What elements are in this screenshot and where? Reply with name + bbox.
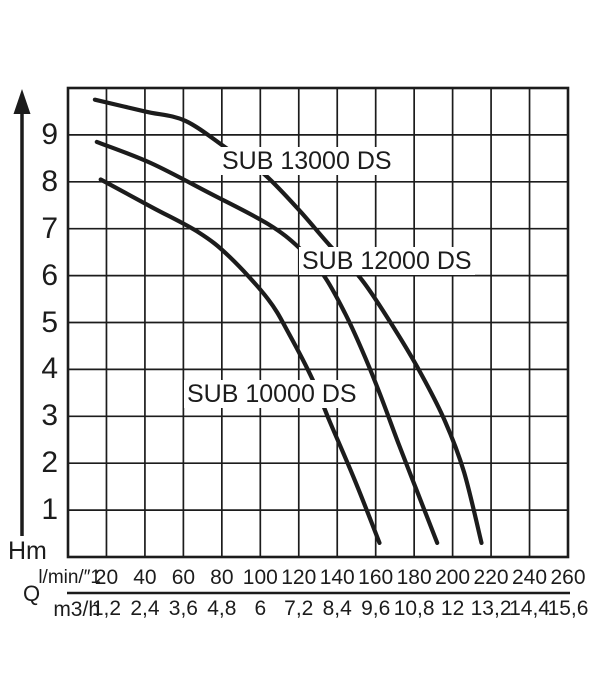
series-label-sub-10000-ds: SUB 10000 DS [184, 380, 360, 409]
x-tick-lmin: 260 [550, 566, 586, 589]
y-tick-label: 4 [41, 352, 58, 386]
x-tick-m3h: 14,4 [509, 597, 550, 620]
x-tick-m3h: 7,2 [284, 597, 314, 620]
y-tick-label: 3 [41, 399, 58, 433]
pump-curves [92, 97, 484, 545]
y-tick-label: 7 [41, 211, 58, 245]
x-tick-lmin: 240 [512, 566, 548, 589]
x-tick-m3h: 15,6 [547, 597, 589, 620]
x-tick-m3h: 10,8 [393, 597, 435, 620]
x-tick-m3h: 1,2 [91, 597, 122, 620]
y-axis-arrow-icon [13, 89, 31, 536]
x-tick-lmin: 20 [94, 566, 119, 589]
y-tick-label: 5 [41, 305, 58, 339]
x-tick-m3h: 4,8 [207, 597, 237, 620]
y-tick-label: 2 [41, 446, 58, 480]
curve-sub-12000-ds [94, 139, 440, 545]
x-tick-lmin: 60 [171, 566, 196, 589]
x-tick-m3h: 2,4 [130, 597, 160, 620]
x-axis-m3h-unit-label: m3/h [53, 598, 100, 621]
x-tick-lmin: 100 [242, 566, 278, 589]
series-label-sub-13000-ds: SUB 13000 DS [219, 147, 395, 176]
x-tick-lmin: 140 [319, 566, 355, 589]
x-tick-lmin: 200 [435, 566, 471, 589]
y-tick-label: 6 [41, 258, 58, 292]
x-tick-lmin: 160 [358, 566, 394, 589]
y-axis-unit-label: Hm [8, 537, 47, 565]
series-label-sub-12000-ds: SUB 12000 DS [299, 247, 475, 276]
y-tick-label: 9 [41, 117, 58, 151]
x-tick-lmin: 80 [210, 566, 234, 589]
x-tick-m3h: 12 [440, 597, 465, 620]
x-tick-m3h: 9,6 [361, 597, 391, 620]
x-tick-m3h: 13,2 [470, 597, 512, 620]
x-tick-m3h: 8,4 [322, 597, 352, 620]
x-tick-lmin: 40 [133, 566, 157, 589]
x-tick-lmin: 120 [281, 566, 317, 589]
x-tick-m3h: 6 [254, 597, 267, 620]
x-tick-lmin: 180 [396, 566, 432, 589]
x-tick-lmin: 220 [473, 566, 509, 589]
y-tick-label: 8 [41, 164, 58, 198]
x-tick-m3h: 3,6 [168, 597, 198, 620]
curve-sub-10000-ds [98, 177, 382, 545]
x-axis-lmin-unit-label: l/min/″1 [38, 567, 101, 588]
y-tick-label: 1 [41, 493, 58, 527]
curve-sub-13000-ds [92, 97, 484, 545]
x-axis-symbol-label: Q [23, 581, 41, 606]
